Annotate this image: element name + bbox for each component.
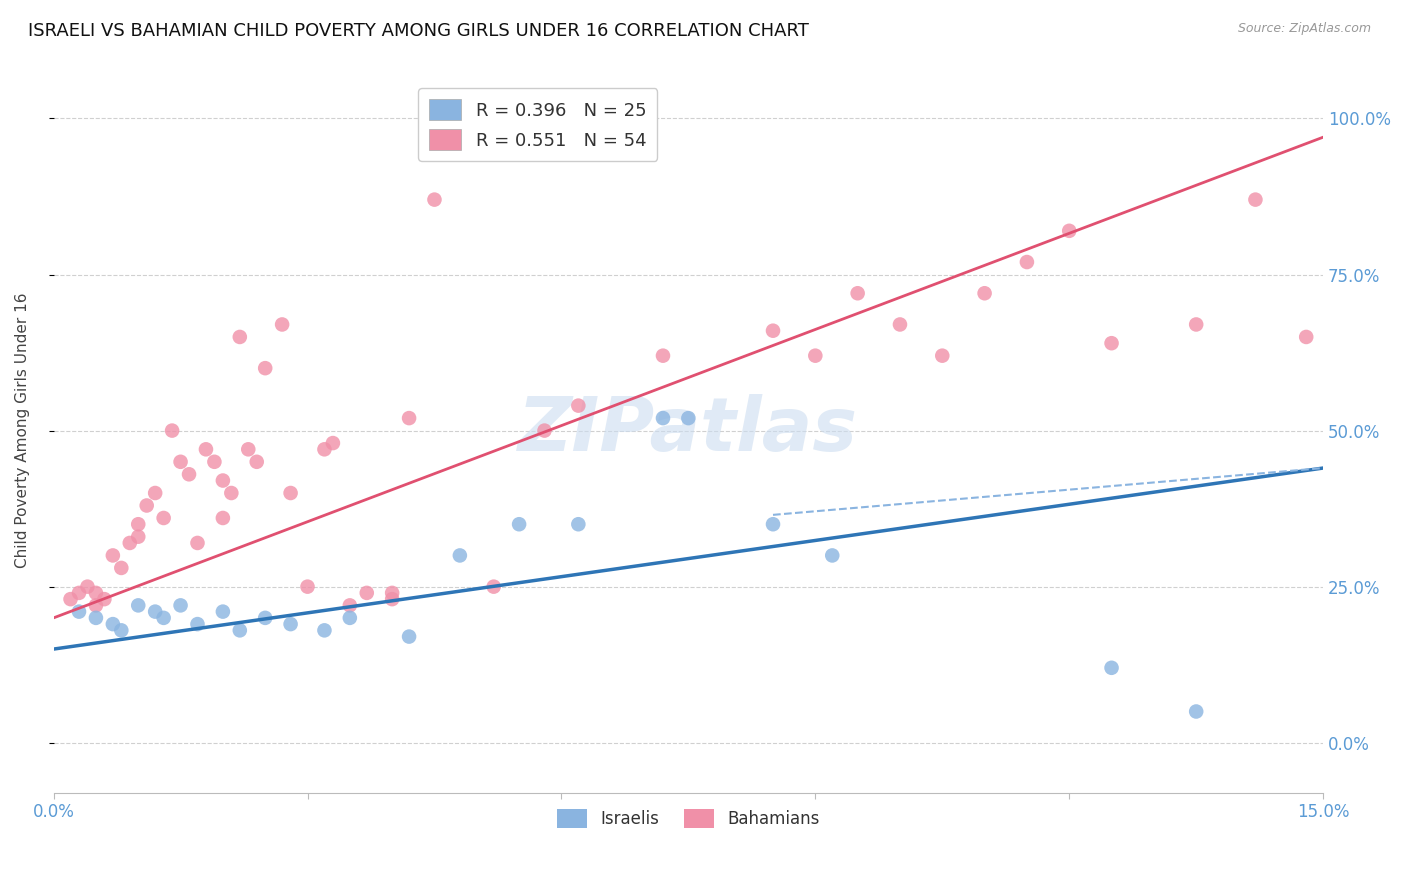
Text: ISRAELI VS BAHAMIAN CHILD POVERTY AMONG GIRLS UNDER 16 CORRELATION CHART: ISRAELI VS BAHAMIAN CHILD POVERTY AMONG … bbox=[28, 22, 808, 40]
Point bbox=[59, 592, 82, 607]
Point bbox=[449, 549, 471, 563]
Point bbox=[143, 605, 166, 619]
Point bbox=[1185, 318, 1208, 332]
Point bbox=[804, 349, 827, 363]
Point bbox=[762, 324, 785, 338]
Point bbox=[229, 330, 252, 344]
Point bbox=[482, 580, 505, 594]
Point bbox=[93, 592, 115, 607]
Point bbox=[127, 517, 149, 532]
Point bbox=[212, 605, 235, 619]
Point bbox=[271, 318, 294, 332]
Point bbox=[356, 586, 378, 600]
Text: ZIPatlas: ZIPatlas bbox=[519, 394, 859, 467]
Point bbox=[1185, 705, 1208, 719]
Point bbox=[314, 442, 336, 457]
Point bbox=[135, 499, 157, 513]
Point bbox=[246, 455, 269, 469]
Point bbox=[221, 486, 243, 500]
Point bbox=[238, 442, 260, 457]
Point bbox=[652, 411, 675, 425]
Point bbox=[1101, 336, 1123, 351]
Point bbox=[110, 561, 132, 575]
Point bbox=[762, 517, 785, 532]
Point bbox=[381, 592, 404, 607]
Point bbox=[1295, 330, 1317, 344]
Y-axis label: Child Poverty Among Girls Under 16: Child Poverty Among Girls Under 16 bbox=[15, 293, 30, 568]
Point bbox=[186, 536, 208, 550]
Point bbox=[177, 467, 200, 482]
Point bbox=[381, 586, 404, 600]
Point bbox=[152, 511, 174, 525]
Point bbox=[1244, 193, 1267, 207]
Point bbox=[846, 286, 869, 301]
Point bbox=[398, 411, 420, 425]
Point bbox=[314, 624, 336, 638]
Point bbox=[423, 193, 446, 207]
Point bbox=[254, 361, 277, 376]
Point bbox=[889, 318, 911, 332]
Point bbox=[118, 536, 141, 550]
Point bbox=[931, 349, 953, 363]
Point bbox=[567, 517, 589, 532]
Point bbox=[1101, 661, 1123, 675]
Point bbox=[101, 549, 124, 563]
Point bbox=[194, 442, 217, 457]
Point bbox=[186, 617, 208, 632]
Point bbox=[127, 530, 149, 544]
Point bbox=[297, 580, 319, 594]
Point bbox=[1057, 224, 1080, 238]
Point bbox=[212, 474, 235, 488]
Point bbox=[67, 605, 90, 619]
Point bbox=[212, 511, 235, 525]
Point bbox=[280, 486, 302, 500]
Point bbox=[127, 599, 149, 613]
Point bbox=[110, 624, 132, 638]
Point bbox=[339, 611, 361, 625]
Point bbox=[84, 599, 107, 613]
Point bbox=[322, 436, 344, 450]
Point bbox=[280, 617, 302, 632]
Point bbox=[254, 611, 277, 625]
Point bbox=[101, 617, 124, 632]
Point bbox=[678, 411, 700, 425]
Point bbox=[821, 549, 844, 563]
Point bbox=[567, 399, 589, 413]
Point bbox=[398, 630, 420, 644]
Point bbox=[508, 517, 530, 532]
Point bbox=[160, 424, 183, 438]
Point bbox=[973, 286, 995, 301]
Legend: Israelis, Bahamians: Israelis, Bahamians bbox=[550, 803, 827, 835]
Point bbox=[67, 586, 90, 600]
Point bbox=[339, 599, 361, 613]
Point bbox=[169, 599, 191, 613]
Point bbox=[143, 486, 166, 500]
Point bbox=[169, 455, 191, 469]
Point bbox=[204, 455, 226, 469]
Point bbox=[152, 611, 174, 625]
Point bbox=[1015, 255, 1038, 269]
Point bbox=[533, 424, 555, 438]
Point bbox=[84, 586, 107, 600]
Point bbox=[652, 349, 675, 363]
Text: Source: ZipAtlas.com: Source: ZipAtlas.com bbox=[1237, 22, 1371, 36]
Point bbox=[84, 611, 107, 625]
Point bbox=[76, 580, 98, 594]
Point bbox=[229, 624, 252, 638]
